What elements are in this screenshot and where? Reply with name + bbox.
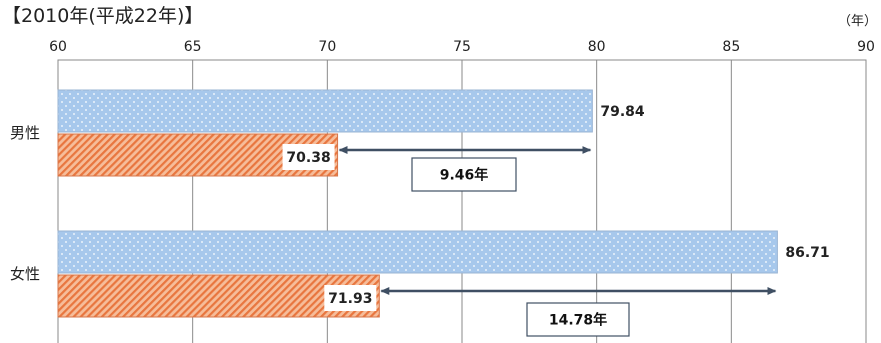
category-label: 女性 bbox=[10, 265, 40, 283]
category-label: 男性 bbox=[10, 124, 40, 142]
bar bbox=[57, 230, 778, 274]
gap-label: 14.78年 bbox=[549, 312, 607, 329]
data-label: 79.84 bbox=[600, 104, 645, 120]
data-label: 70.38 bbox=[286, 150, 330, 166]
x-tick-label: 75 bbox=[453, 39, 471, 55]
gap-label-box bbox=[526, 302, 630, 337]
x-tick-label: 65 bbox=[184, 39, 202, 55]
x-tick-label: 80 bbox=[588, 39, 606, 55]
gap-label: 9.46年 bbox=[440, 167, 489, 184]
data-label: 71.93 bbox=[328, 291, 372, 307]
data-label-box bbox=[282, 144, 335, 170]
gap-label-box bbox=[411, 157, 517, 192]
x-tick-label: 85 bbox=[722, 39, 740, 55]
x-tick-label: 70 bbox=[318, 39, 336, 55]
data-label: 86.71 bbox=[785, 245, 829, 261]
axis-unit-label: （年） bbox=[837, 14, 877, 29]
bar bbox=[57, 89, 593, 133]
x-tick-label: 60 bbox=[49, 39, 67, 55]
chart-title: 【2010年(平成22年)】 bbox=[2, 5, 204, 27]
data-label-box bbox=[324, 285, 377, 311]
x-tick-label: 90 bbox=[857, 39, 875, 55]
